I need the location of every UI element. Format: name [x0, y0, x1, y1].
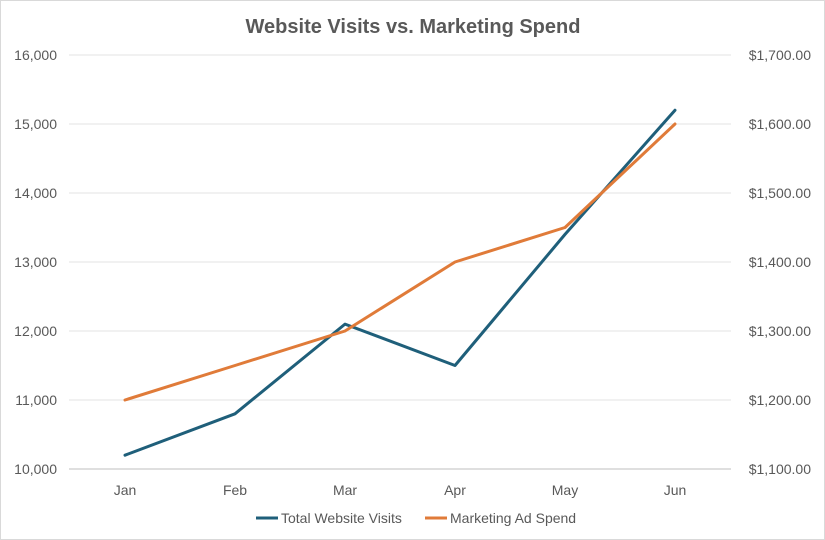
- left-axis-tick-label: 12,000: [14, 323, 57, 339]
- left-axis-tick-label: 16,000: [14, 47, 57, 63]
- legend: Total Website Visits Marketing Ad Spend: [256, 510, 576, 526]
- x-axis-tick-label: Mar: [333, 482, 357, 498]
- x-axis-ticks: Jan Feb Mar Apr May Jun: [114, 482, 687, 498]
- right-axis-tick-label: $1,400.00: [749, 254, 811, 270]
- x-axis-tick-label: Jan: [114, 482, 137, 498]
- legend-label: Total Website Visits: [281, 510, 402, 526]
- right-axis-ticks: $1,100.00 $1,200.00 $1,300.00 $1,400.00 $1,5…: [749, 47, 811, 477]
- chart-title: Website Visits vs. Marketing Spend: [246, 16, 581, 38]
- right-axis-tick-label: $1,700.00: [749, 47, 811, 63]
- legend-label: Marketing Ad Spend: [450, 510, 576, 526]
- gridlines: [69, 54, 731, 470]
- right-axis-tick-label: $1,600.00: [749, 116, 811, 132]
- left-axis-tick-label: 15,000: [14, 116, 57, 132]
- series-line-total-website-visits: [123, 108, 677, 457]
- left-axis-tick-label: 10,000: [14, 461, 57, 477]
- series-line-marketing-ad-spend: [123, 122, 677, 402]
- left-axis-tick-label: 11,000: [15, 392, 57, 408]
- x-axis-tick-label: Feb: [223, 482, 247, 498]
- left-axis-ticks: 10,000 11,000 12,000 13,000 14,000 15,000 16,0…: [14, 47, 57, 477]
- x-axis-tick-label: May: [552, 482, 578, 498]
- left-axis-tick-label: 13,000: [14, 254, 57, 270]
- series-lines: [123, 108, 677, 457]
- right-axis-tick-label: $1,200.00: [749, 392, 811, 408]
- right-axis-tick-label: $1,100.00: [749, 461, 811, 477]
- left-axis-tick-label: 14,000: [14, 185, 57, 201]
- right-axis-tick-label: $1,500.00: [749, 185, 811, 201]
- x-axis-tick-label: Jun: [664, 482, 687, 498]
- x-axis-tick-label: Apr: [444, 482, 466, 498]
- right-axis-tick-label: $1,300.00: [749, 323, 811, 339]
